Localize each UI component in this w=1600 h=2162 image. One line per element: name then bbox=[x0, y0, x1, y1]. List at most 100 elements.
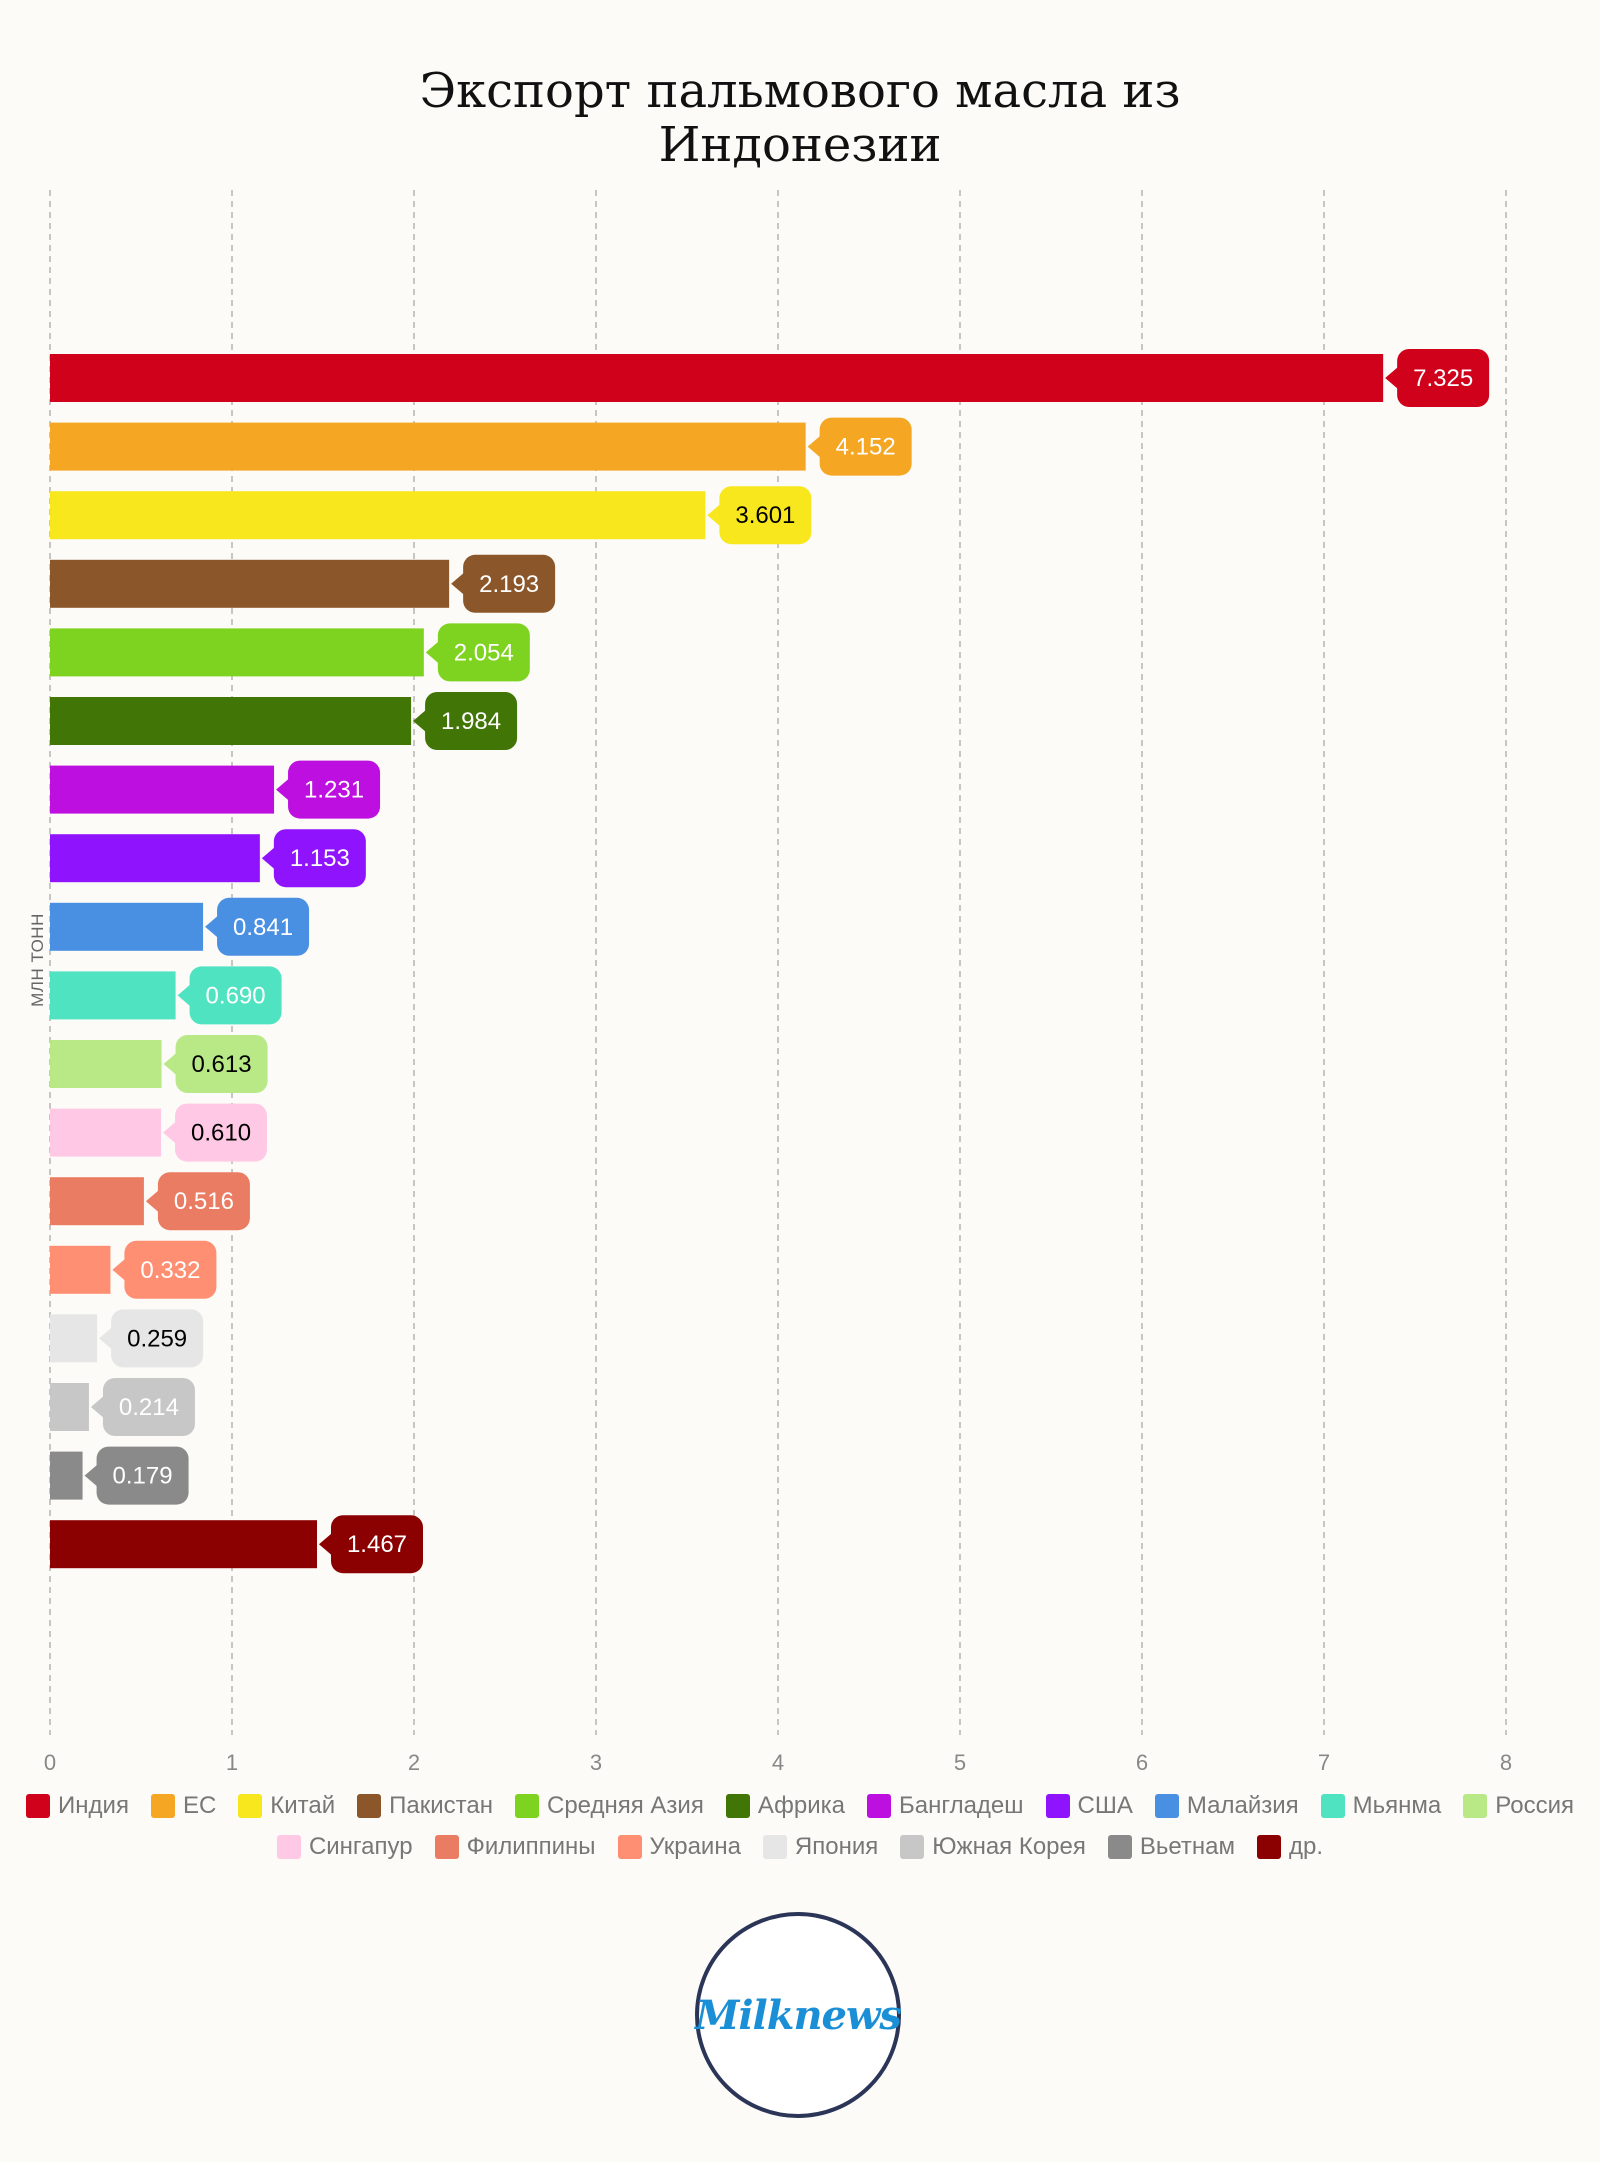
value-label-pointer bbox=[276, 777, 291, 802]
value-label-text: 0.516 bbox=[174, 1188, 234, 1215]
value-label-text: 1.467 bbox=[347, 1531, 407, 1558]
value-label-text: 1.984 bbox=[441, 708, 501, 735]
value-label-text: 0.214 bbox=[119, 1394, 179, 1421]
grid-lines bbox=[49, 190, 1507, 1735]
legend-swatch bbox=[1320, 1794, 1345, 1818]
legend-item[interactable]: Средняя Азия bbox=[515, 1792, 704, 1820]
legend-swatch bbox=[26, 1794, 51, 1818]
value-label: 2.193 bbox=[451, 554, 556, 613]
y-axis-label: МЛН ТОНН bbox=[28, 913, 47, 1007]
legend-item[interactable]: Филиппины bbox=[434, 1833, 596, 1861]
legend-row: Сингапур Филиппины Украина Япония Южная Коре… bbox=[0, 1833, 1600, 1861]
value-label-bubble bbox=[425, 692, 518, 750]
legend-item[interactable]: Китай bbox=[238, 1792, 335, 1820]
bar bbox=[50, 628, 424, 677]
value-label: 3.601 bbox=[707, 486, 812, 545]
chart-title: Экспорт пальмового масла из Индонезии bbox=[0, 64, 1600, 172]
legend-swatch bbox=[150, 1794, 175, 1818]
value-label-pointer bbox=[1385, 366, 1400, 390]
legend-item[interactable]: Мьянма bbox=[1320, 1792, 1441, 1820]
value-label: 0.214 bbox=[90, 1378, 195, 1436]
value-label-pointer bbox=[163, 1052, 178, 1076]
value-label-text: 7.325 bbox=[1413, 365, 1473, 392]
x-tick-label: 5 bbox=[954, 1750, 966, 1775]
legend-swatch bbox=[434, 1835, 459, 1859]
value-label-text: 0.259 bbox=[127, 1325, 187, 1352]
x-tick-label: 3 bbox=[590, 1750, 602, 1775]
legend-label: Южная Корея bbox=[932, 1833, 1086, 1860]
value-label: 1.984 bbox=[413, 692, 518, 750]
value-label-text: 0.179 bbox=[113, 1463, 173, 1490]
value-label-text: 0.610 bbox=[191, 1120, 251, 1147]
value-label: 0.690 bbox=[177, 966, 282, 1025]
value-label-bubble bbox=[124, 1240, 217, 1299]
bar bbox=[50, 1245, 111, 1294]
legend-swatch bbox=[725, 1794, 750, 1818]
legend-item[interactable]: Вьетнам bbox=[1107, 1833, 1235, 1861]
value-label-bubble bbox=[719, 486, 812, 545]
value-label: 0.841 bbox=[205, 897, 310, 956]
value-label-pointer bbox=[261, 846, 276, 871]
bar bbox=[50, 1314, 98, 1363]
value-label: 7.325 bbox=[1385, 349, 1490, 407]
legend-item[interactable]: др. bbox=[1257, 1833, 1323, 1861]
legend-label: др. bbox=[1289, 1833, 1324, 1860]
legend-label: Африка bbox=[757, 1792, 845, 1819]
legend-item[interactable]: Малайзия bbox=[1154, 1792, 1299, 1820]
legend-label: Филиппины bbox=[466, 1833, 596, 1860]
bar bbox=[50, 765, 275, 814]
x-tick-label: 7 bbox=[1318, 1750, 1330, 1775]
bar bbox=[50, 697, 412, 745]
value-label-bubble bbox=[157, 1172, 250, 1231]
legend-item[interactable]: Бангладеш bbox=[867, 1792, 1024, 1820]
value-label-text: 0.613 bbox=[192, 1051, 252, 1078]
legend-item[interactable]: Украина bbox=[617, 1833, 741, 1861]
value-label-bubble bbox=[288, 760, 381, 819]
bar bbox=[50, 1520, 317, 1569]
x-tick-label: 1 bbox=[226, 1750, 238, 1775]
value-label: 1.231 bbox=[276, 760, 381, 819]
value-label: 1.467 bbox=[318, 1515, 423, 1574]
value-label-pointer bbox=[807, 434, 822, 459]
value-label: 0.613 bbox=[163, 1035, 268, 1093]
bar bbox=[50, 1177, 144, 1226]
value-label-pointer bbox=[99, 1326, 114, 1351]
bar bbox=[50, 1108, 162, 1157]
value-label: 0.332 bbox=[112, 1240, 217, 1299]
legend-swatch bbox=[276, 1835, 301, 1859]
legend-label: Сингапур bbox=[308, 1833, 413, 1860]
value-label-text: 1.231 bbox=[304, 777, 364, 804]
legend-item[interactable]: Сингапур bbox=[276, 1833, 413, 1861]
value-label-text: 3.601 bbox=[735, 502, 795, 529]
bar bbox=[50, 971, 176, 1020]
legend-item[interactable]: США bbox=[1045, 1792, 1133, 1820]
legend-item[interactable]: Япония bbox=[762, 1833, 878, 1861]
legend-label: Средняя Азия bbox=[547, 1792, 704, 1819]
legend-swatch bbox=[1045, 1794, 1070, 1818]
legend-item[interactable]: Африка bbox=[725, 1792, 845, 1820]
value-label-pointer bbox=[90, 1395, 105, 1419]
value-label-pointer bbox=[205, 914, 220, 939]
value-label-bubble bbox=[111, 1309, 204, 1368]
logo-text: Milknews bbox=[695, 1991, 902, 2039]
value-label-text: 0.690 bbox=[206, 982, 266, 1009]
value-label-bubble bbox=[217, 897, 310, 956]
legend-label: Индия bbox=[58, 1792, 129, 1819]
legend-item[interactable]: Южная Корея bbox=[900, 1833, 1086, 1861]
value-label-bubble bbox=[437, 623, 530, 682]
value-label-pointer bbox=[163, 1120, 178, 1145]
legend-item[interactable]: Пакистан bbox=[357, 1792, 493, 1820]
bar-chart: 7.325 4.152 3.601 2.193 2.054 1.984 1.231 1.153… bbox=[44, 190, 1512, 1775]
legend-item[interactable]: Россия bbox=[1463, 1792, 1574, 1820]
x-tick-labels: 0 1 2 3 4 5 6 7 8 bbox=[44, 1750, 1512, 1775]
milknews-logo: Milknews bbox=[695, 1912, 902, 2118]
legend-item[interactable]: Индия bbox=[26, 1792, 129, 1820]
legend-swatch bbox=[357, 1794, 382, 1818]
value-label-pointer bbox=[84, 1463, 99, 1488]
legend-label: США bbox=[1077, 1792, 1133, 1819]
value-label-bubble bbox=[175, 1103, 268, 1162]
legend-swatch bbox=[762, 1835, 787, 1859]
bar bbox=[50, 1383, 89, 1431]
legend-item[interactable]: ЕС bbox=[150, 1792, 216, 1820]
legend-swatch bbox=[867, 1794, 891, 1818]
